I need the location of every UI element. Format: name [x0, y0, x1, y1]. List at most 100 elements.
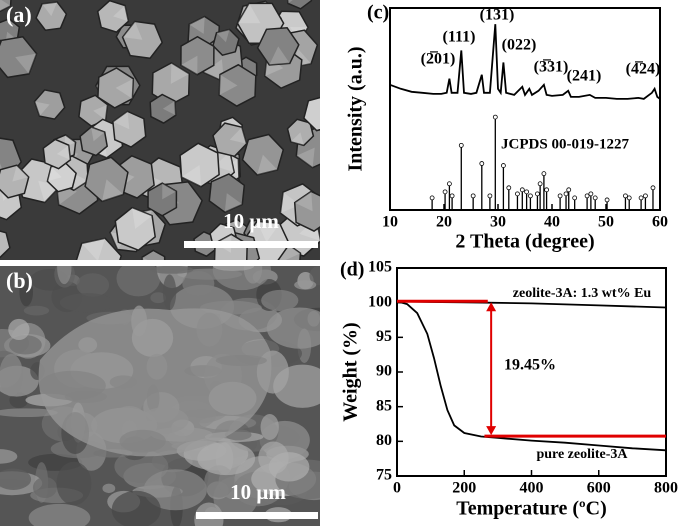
- crystal: [112, 110, 147, 148]
- annotation: (3̅31): [534, 58, 569, 76]
- texture: [243, 266, 263, 284]
- x-tick-label: 20: [436, 214, 452, 231]
- crystal-face: [229, 127, 247, 144]
- texture: [76, 273, 110, 297]
- crystal: [0, 35, 38, 79]
- arrow-head: [486, 426, 497, 436]
- texture: [0, 353, 24, 397]
- annotation: (022): [502, 37, 537, 54]
- crystal-face: [122, 21, 143, 40]
- x-tick-label: 400: [520, 480, 544, 497]
- reference-dot: [638, 195, 644, 201]
- reference-dot: [537, 181, 543, 187]
- crystal-face: [214, 152, 235, 173]
- reference-dot: [487, 193, 493, 199]
- crystal-face: [296, 147, 315, 168]
- panel-label: (b): [6, 268, 33, 293]
- crystal: [208, 173, 246, 214]
- crystal: [84, 156, 129, 203]
- texture: [150, 266, 194, 274]
- reference-dot: [528, 193, 533, 199]
- reference-dot: [449, 193, 455, 199]
- crystal: [46, 161, 77, 193]
- texture: [116, 266, 161, 297]
- crystal: [121, 20, 164, 60]
- panel-label: (d): [340, 259, 364, 281]
- texture: [162, 274, 177, 311]
- annotation: (131): [480, 7, 515, 24]
- crystal: [96, 0, 130, 33]
- x-tick-label: 800: [654, 480, 678, 497]
- texture: [182, 270, 215, 297]
- reference-dot: [458, 142, 464, 148]
- crystal-face: [257, 154, 278, 175]
- series-label: zeolite-3A: 1.3 wt% Eu: [513, 286, 652, 301]
- y-tick-label: 80: [376, 432, 392, 449]
- reference-dot: [541, 171, 547, 177]
- y-tick-label: 90: [376, 363, 392, 380]
- x-axis-title: 2 Theta (degree): [455, 231, 594, 253]
- annotation: (4̅24): [626, 60, 661, 78]
- annotation: (111): [443, 29, 476, 46]
- crystal: [218, 63, 257, 107]
- crystal: [33, 89, 66, 120]
- crystal-face: [113, 5, 129, 22]
- reference-dot: [572, 195, 578, 201]
- scale-text: 10 μm: [230, 480, 286, 504]
- annotation: (2̅01): [421, 50, 456, 68]
- texture: [23, 305, 50, 316]
- y-tick-label: 75: [376, 467, 392, 484]
- crystal: [303, 96, 320, 132]
- x-tick-label: 30: [490, 214, 506, 231]
- crystal: [149, 93, 177, 124]
- crystal-face: [142, 257, 148, 260]
- x-axis-title: Temperature (ºC): [456, 498, 606, 520]
- x-tick-label: 0: [393, 480, 401, 497]
- texture: [56, 461, 92, 506]
- crystal: [141, 249, 166, 260]
- crystal: [241, 133, 285, 176]
- crystal-face: [72, 173, 89, 191]
- crystal-face: [132, 207, 153, 229]
- crystal-face: [180, 55, 198, 75]
- crystal-face: [294, 191, 313, 212]
- arrow-head: [486, 302, 497, 312]
- scale-bar: [196, 512, 318, 519]
- reference-dot: [604, 197, 610, 203]
- texture: [0, 468, 32, 490]
- crystal-face: [269, 46, 290, 65]
- reference-dot: [524, 189, 530, 195]
- data-line: [389, 24, 661, 100]
- reference-dot: [442, 189, 448, 195]
- texture: [268, 452, 310, 482]
- crystal-face: [56, 145, 71, 160]
- crystal-face: [162, 101, 176, 116]
- reference-dot: [588, 191, 594, 197]
- crystal: [79, 126, 109, 157]
- crystal: [286, 118, 315, 147]
- panel-label: (c): [367, 2, 389, 24]
- crystal-face: [12, 165, 29, 182]
- texture: [0, 449, 18, 464]
- texture: [260, 413, 279, 441]
- crystal-face: [102, 179, 124, 202]
- y-tick-label: 100: [368, 293, 392, 310]
- crystal: [97, 67, 135, 109]
- crystal-face: [224, 193, 243, 213]
- crystal: [293, 190, 320, 232]
- y-tick-label: 85: [376, 397, 392, 414]
- crystal-face: [81, 238, 106, 260]
- x-tick-label: 600: [587, 480, 611, 497]
- texture: [32, 476, 58, 499]
- reference-dot: [429, 195, 435, 201]
- crystal-face: [219, 74, 238, 96]
- texture: [309, 266, 320, 286]
- crystal-face: [34, 101, 50, 117]
- reference-dot: [557, 193, 563, 199]
- reference-dot: [500, 163, 506, 168]
- crystal: [114, 206, 157, 252]
- crystal-face: [170, 62, 190, 84]
- texture: [307, 310, 320, 327]
- crystal-face: [290, 132, 304, 146]
- crystal-face: [91, 127, 105, 142]
